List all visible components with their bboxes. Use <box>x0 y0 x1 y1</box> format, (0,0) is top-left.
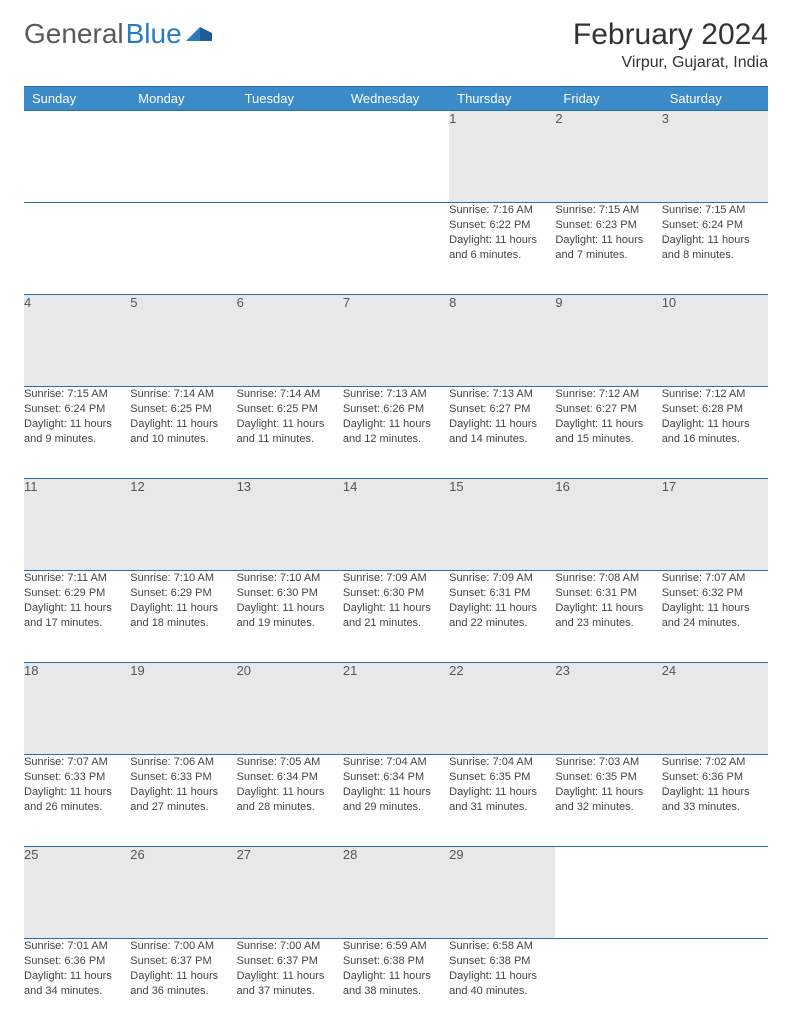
header: GeneralBlue February 2024 Virpur, Gujara… <box>24 18 768 72</box>
day-detail-cell: Sunrise: 7:16 AMSunset: 6:22 PMDaylight:… <box>449 203 555 295</box>
day-detail-cell: Sunrise: 7:12 AMSunset: 6:27 PMDaylight:… <box>555 387 661 479</box>
calendar-table: SundayMondayTuesdayWednesdayThursdayFrid… <box>24 86 768 1031</box>
day-number-cell: 1 <box>449 111 555 203</box>
day-number-cell: 17 <box>662 479 768 571</box>
day-detail-cell: Sunrise: 7:11 AMSunset: 6:29 PMDaylight:… <box>24 571 130 663</box>
logo-word-general: General <box>24 18 124 50</box>
day-number-cell: 16 <box>555 479 661 571</box>
day-number-cell: 5 <box>130 295 236 387</box>
day-detail-cell <box>237 203 343 295</box>
day-detail-cell: Sunrise: 7:15 AMSunset: 6:24 PMDaylight:… <box>24 387 130 479</box>
day-detail-cell: Sunrise: 7:02 AMSunset: 6:36 PMDaylight:… <box>662 755 768 847</box>
day-detail-cell <box>343 203 449 295</box>
day-number-cell: 18 <box>24 663 130 755</box>
day-number-cell <box>343 111 449 203</box>
day-detail-cell: Sunrise: 7:10 AMSunset: 6:29 PMDaylight:… <box>130 571 236 663</box>
day-number-row: 2526272829 <box>24 847 768 939</box>
day-detail-cell: Sunrise: 7:13 AMSunset: 6:27 PMDaylight:… <box>449 387 555 479</box>
day-number-cell: 24 <box>662 663 768 755</box>
weekday-header: Thursday <box>449 87 555 111</box>
title-block: February 2024 Virpur, Gujarat, India <box>573 18 768 72</box>
day-detail-cell: Sunrise: 7:04 AMSunset: 6:35 PMDaylight:… <box>449 755 555 847</box>
day-number-cell <box>130 111 236 203</box>
day-number-cell: 27 <box>237 847 343 939</box>
day-detail-cell: Sunrise: 6:58 AMSunset: 6:38 PMDaylight:… <box>449 939 555 1031</box>
day-detail-cell: Sunrise: 6:59 AMSunset: 6:38 PMDaylight:… <box>343 939 449 1031</box>
day-detail-cell <box>24 203 130 295</box>
day-number-cell: 11 <box>24 479 130 571</box>
month-title: February 2024 <box>573 18 768 52</box>
day-number-cell <box>237 111 343 203</box>
day-number-row: 11121314151617 <box>24 479 768 571</box>
day-number-cell: 19 <box>130 663 236 755</box>
day-detail-cell: Sunrise: 7:14 AMSunset: 6:25 PMDaylight:… <box>130 387 236 479</box>
weekday-header: Monday <box>130 87 236 111</box>
day-number-cell: 9 <box>555 295 661 387</box>
day-detail-row: Sunrise: 7:16 AMSunset: 6:22 PMDaylight:… <box>24 203 768 295</box>
day-detail-cell <box>555 939 661 1031</box>
day-detail-cell <box>662 939 768 1031</box>
day-detail-row: Sunrise: 7:15 AMSunset: 6:24 PMDaylight:… <box>24 387 768 479</box>
day-detail-cell: Sunrise: 7:08 AMSunset: 6:31 PMDaylight:… <box>555 571 661 663</box>
weekday-header: Tuesday <box>237 87 343 111</box>
day-number-cell: 29 <box>449 847 555 939</box>
day-number-cell: 28 <box>343 847 449 939</box>
day-detail-cell: Sunrise: 7:01 AMSunset: 6:36 PMDaylight:… <box>24 939 130 1031</box>
weekday-header: Sunday <box>24 87 130 111</box>
day-detail-cell: Sunrise: 7:13 AMSunset: 6:26 PMDaylight:… <box>343 387 449 479</box>
day-detail-cell: Sunrise: 7:09 AMSunset: 6:31 PMDaylight:… <box>449 571 555 663</box>
day-detail-cell: Sunrise: 7:10 AMSunset: 6:30 PMDaylight:… <box>237 571 343 663</box>
day-number-row: 18192021222324 <box>24 663 768 755</box>
day-number-cell: 13 <box>237 479 343 571</box>
day-detail-cell: Sunrise: 7:00 AMSunset: 6:37 PMDaylight:… <box>237 939 343 1031</box>
day-detail-row: Sunrise: 7:07 AMSunset: 6:33 PMDaylight:… <box>24 755 768 847</box>
day-number-cell: 23 <box>555 663 661 755</box>
day-number-cell: 25 <box>24 847 130 939</box>
day-number-cell: 2 <box>555 111 661 203</box>
day-number-cell: 7 <box>343 295 449 387</box>
day-detail-cell: Sunrise: 7:03 AMSunset: 6:35 PMDaylight:… <box>555 755 661 847</box>
weekday-header: Wednesday <box>343 87 449 111</box>
weekday-header: Friday <box>555 87 661 111</box>
day-number-cell <box>555 847 661 939</box>
logo-mark-icon <box>186 18 214 50</box>
day-detail-row: Sunrise: 7:11 AMSunset: 6:29 PMDaylight:… <box>24 571 768 663</box>
logo-word-blue: Blue <box>126 18 182 50</box>
day-detail-cell: Sunrise: 7:04 AMSunset: 6:34 PMDaylight:… <box>343 755 449 847</box>
day-number-cell: 12 <box>130 479 236 571</box>
weekday-header-row: SundayMondayTuesdayWednesdayThursdayFrid… <box>24 87 768 111</box>
day-number-cell: 20 <box>237 663 343 755</box>
day-detail-cell: Sunrise: 7:00 AMSunset: 6:37 PMDaylight:… <box>130 939 236 1031</box>
day-number-row: 45678910 <box>24 295 768 387</box>
day-number-cell: 26 <box>130 847 236 939</box>
day-number-row: 123 <box>24 111 768 203</box>
day-number-cell: 10 <box>662 295 768 387</box>
day-number-cell: 8 <box>449 295 555 387</box>
day-detail-cell: Sunrise: 7:06 AMSunset: 6:33 PMDaylight:… <box>130 755 236 847</box>
day-number-cell: 6 <box>237 295 343 387</box>
day-detail-cell: Sunrise: 7:15 AMSunset: 6:24 PMDaylight:… <box>662 203 768 295</box>
day-detail-row: Sunrise: 7:01 AMSunset: 6:36 PMDaylight:… <box>24 939 768 1031</box>
weekday-header: Saturday <box>662 87 768 111</box>
day-detail-cell: Sunrise: 7:14 AMSunset: 6:25 PMDaylight:… <box>237 387 343 479</box>
day-detail-cell <box>130 203 236 295</box>
day-number-cell: 14 <box>343 479 449 571</box>
day-number-cell: 4 <box>24 295 130 387</box>
location-subtitle: Virpur, Gujarat, India <box>573 54 768 72</box>
day-detail-cell: Sunrise: 7:07 AMSunset: 6:33 PMDaylight:… <box>24 755 130 847</box>
day-detail-cell: Sunrise: 7:07 AMSunset: 6:32 PMDaylight:… <box>662 571 768 663</box>
day-number-cell: 21 <box>343 663 449 755</box>
day-number-cell <box>662 847 768 939</box>
day-number-cell: 3 <box>662 111 768 203</box>
day-detail-cell: Sunrise: 7:05 AMSunset: 6:34 PMDaylight:… <box>237 755 343 847</box>
day-detail-cell: Sunrise: 7:15 AMSunset: 6:23 PMDaylight:… <box>555 203 661 295</box>
day-number-cell <box>24 111 130 203</box>
day-detail-cell: Sunrise: 7:09 AMSunset: 6:30 PMDaylight:… <box>343 571 449 663</box>
day-number-cell: 15 <box>449 479 555 571</box>
logo: GeneralBlue <box>24 18 214 50</box>
day-number-cell: 22 <box>449 663 555 755</box>
day-detail-cell: Sunrise: 7:12 AMSunset: 6:28 PMDaylight:… <box>662 387 768 479</box>
